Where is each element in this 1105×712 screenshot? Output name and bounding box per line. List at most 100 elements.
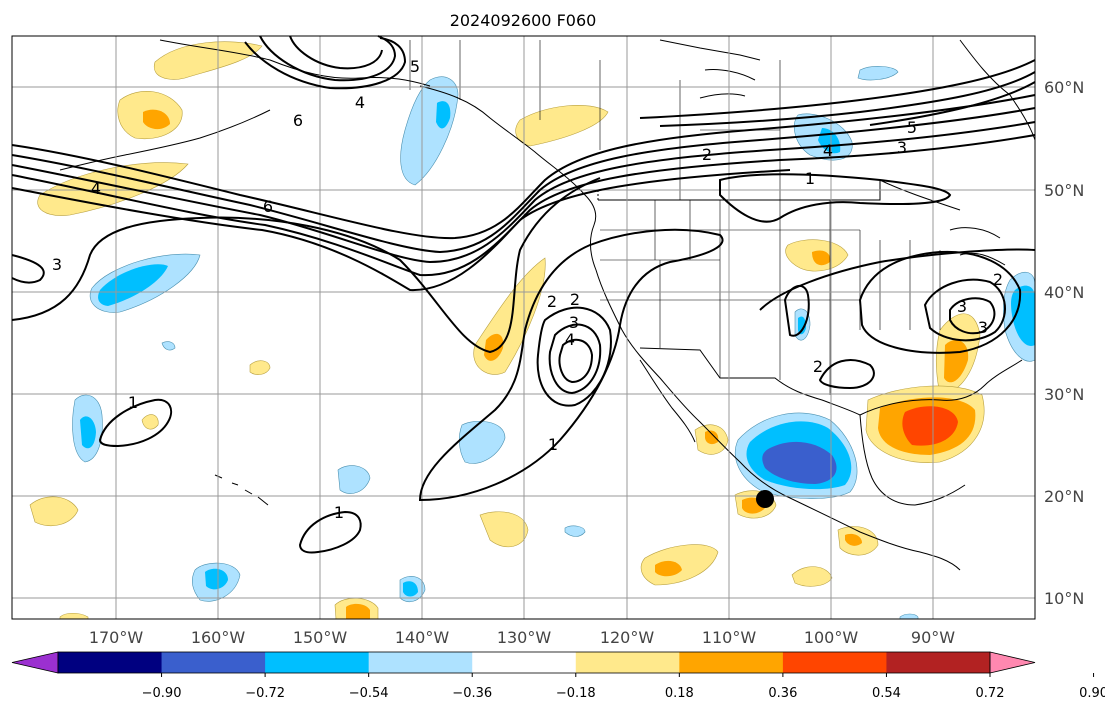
positive-anomaly-core [484, 333, 504, 361]
lon-label: 90°W [911, 628, 955, 647]
positive-anomaly-core [143, 109, 170, 130]
negative-anomaly-core [80, 416, 96, 449]
contour-label: 4 [355, 93, 365, 112]
contour-label: 1 [128, 393, 138, 412]
negative-anomaly-region [161, 341, 176, 351]
contour-line [11, 169, 791, 292]
contour-label: 3 [569, 313, 579, 332]
contour-line [11, 254, 45, 284]
contour-label: 4 [565, 330, 575, 349]
contour-line [259, 35, 397, 82]
map-title: 2024092600 F060 [450, 11, 597, 30]
gridlines [12, 36, 1035, 619]
negative-anomaly-core [1011, 285, 1035, 346]
us-mexico-border [639, 347, 861, 416]
contour-label: 2 [547, 292, 557, 311]
colorbar-tick-label: −0.72 [245, 686, 285, 701]
colorbar-segment [161, 652, 266, 673]
contour-line [289, 35, 383, 70]
colorbar-extend-low [11, 651, 59, 674]
contour-line [11, 121, 1036, 264]
negative-anomaly-peak [762, 441, 837, 484]
colorbar-segment [368, 652, 473, 673]
contour-line [244, 37, 407, 90]
contour-line [558, 338, 594, 384]
north-america-west-coast [419, 85, 961, 571]
colorbar-tick-label: −0.18 [556, 686, 596, 701]
contour-label: 3 [52, 255, 62, 274]
contour-line [818, 359, 875, 390]
lat-label: 10°N [1044, 589, 1084, 608]
colorbar-segment [679, 652, 784, 673]
contour-label: 3 [978, 318, 988, 337]
contour-label: 2 [570, 290, 580, 309]
aleutian-chain [59, 109, 271, 171]
colorbar-segment [782, 652, 887, 673]
contour-label: 4 [91, 179, 101, 198]
location-marker [756, 490, 774, 508]
contour-line [11, 107, 1036, 254]
colorbar-tick-label: 0.36 [768, 686, 797, 701]
colorbar-outline [57, 651, 991, 674]
negative-anomaly-region [337, 465, 371, 494]
positive-anomaly-peak [902, 406, 958, 446]
colorbar-tick-label: 0.54 [872, 686, 901, 701]
negative-anomaly-region [564, 525, 586, 537]
contour-line [719, 173, 952, 223]
contour-line [548, 323, 602, 395]
contour-label: 3 [897, 138, 907, 157]
contour-label: 3 [957, 297, 967, 316]
negative-anomaly-region [857, 66, 899, 81]
contour-lines [11, 35, 1036, 554]
colorbar-segment [472, 652, 577, 673]
positive-anomaly-core [655, 560, 682, 577]
lon-label: 130°W [497, 628, 552, 647]
canada-interior [659, 39, 761, 99]
contour-label: 2 [993, 270, 1003, 289]
positive-anomaly-region [153, 41, 263, 80]
contour-label: 2 [813, 357, 823, 376]
negative-anomaly-core [205, 568, 228, 590]
contour-label: 1 [805, 169, 815, 188]
lat-label: 20°N [1044, 487, 1084, 506]
contour-line [11, 177, 601, 354]
negative-anomaly-core [403, 581, 418, 597]
colorbar-segment [58, 652, 163, 673]
contour-label: 5 [410, 57, 420, 76]
colorbar-segment [886, 652, 991, 673]
lat-label: 50°N [1044, 181, 1084, 200]
negative-anomaly-core [798, 316, 806, 335]
positive-anomaly-core [944, 340, 969, 383]
contour-line [536, 306, 612, 407]
gulf-coast [859, 359, 1023, 416]
lon-label: 120°W [600, 628, 655, 647]
colorbar-segment [265, 652, 370, 673]
lon-label: 110°W [702, 628, 757, 647]
positive-anomaly-region [479, 511, 529, 548]
contour-label: 1 [334, 503, 344, 522]
contour-label: 6 [263, 197, 273, 216]
contour-line [869, 81, 1036, 126]
contour-line [783, 285, 810, 337]
lon-label: 160°W [191, 628, 246, 647]
contour-line [858, 250, 1022, 354]
lon-label: 140°W [395, 628, 450, 647]
hudson-bay-edge [959, 39, 1036, 141]
positive-anomaly-core [845, 533, 862, 546]
contour-line [759, 248, 1036, 311]
lon-label: 100°W [804, 628, 859, 647]
colorbar-tick-label: −0.36 [452, 686, 492, 701]
positive-anomaly-core [812, 250, 831, 266]
positive-anomaly-region [29, 496, 79, 526]
colorbar-tick-label: 0.90 [1079, 686, 1105, 701]
contour-label: 4 [823, 141, 833, 160]
contour-line [923, 278, 1007, 342]
colorbar-extend-high [989, 651, 1036, 674]
contour-line [949, 297, 996, 335]
positive-anomaly-region [515, 105, 609, 147]
lon-label: 170°W [89, 628, 144, 647]
contour-label: 1 [548, 435, 558, 454]
lat-label: 40°N [1044, 283, 1084, 302]
